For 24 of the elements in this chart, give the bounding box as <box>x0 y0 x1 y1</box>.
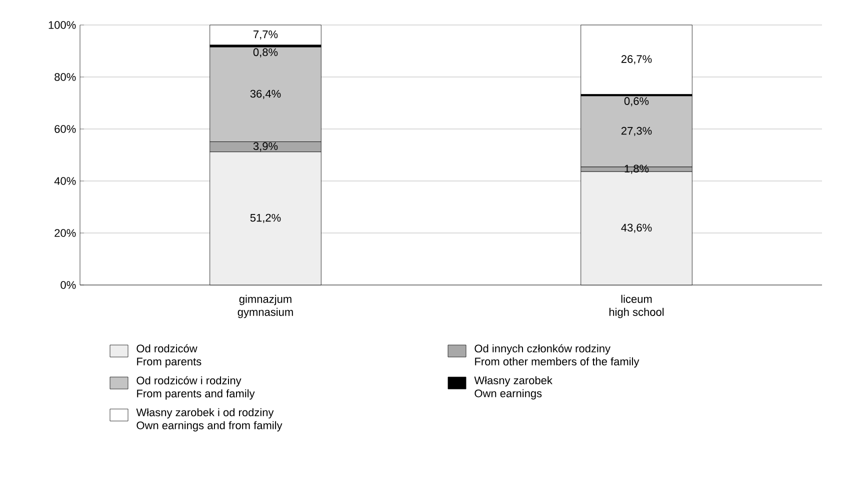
data-label: 0,6% <box>624 97 649 106</box>
x-tick-label: liceum high school <box>609 294 664 318</box>
data-label: 36,4% <box>250 90 281 99</box>
legend-label: Od rodziców From parents <box>136 344 202 368</box>
legend-label: Własny zarobek Own earnings <box>474 376 552 400</box>
data-label: 27,3% <box>621 126 652 136</box>
legend-label: Od rodziców i rodziny From parents and family <box>136 376 255 400</box>
y-tick-label: 100% <box>48 21 76 29</box>
y-tick-label: 40% <box>54 177 76 185</box>
y-tick-label: 80% <box>54 73 76 81</box>
data-label: 0,8% <box>253 48 278 58</box>
data-label: 51,2% <box>250 214 281 223</box>
y-tick-label: 20% <box>54 229 76 237</box>
y-tick-label: 60% <box>54 125 76 133</box>
bar <box>210 24 322 46</box>
x-tick-label: gimnazjum gymnasium <box>238 294 293 318</box>
data-label: 7,7% <box>254 30 278 40</box>
y-tick-label: 0% <box>60 281 76 289</box>
data-label: 43,6% <box>621 224 652 233</box>
legend-label: Własny zarobek i od rodziny Own earnings and from family <box>136 408 282 432</box>
data-label: 26,7% <box>621 55 652 64</box>
data-label: 1,8% <box>624 164 649 174</box>
data-label: 3,9% <box>253 142 278 152</box>
legend-label: Od innych członków rodziny From other members of the family <box>474 344 640 368</box>
